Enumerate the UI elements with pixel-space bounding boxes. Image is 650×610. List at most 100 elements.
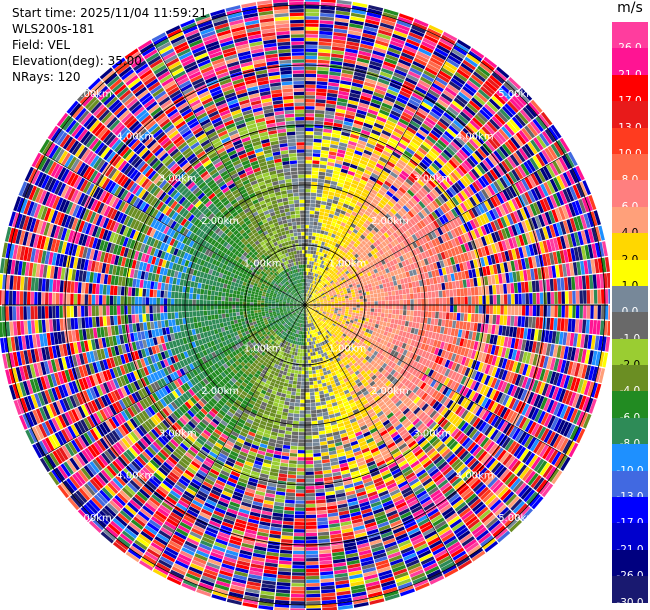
velocity-gate xyxy=(386,190,394,198)
velocity-gate xyxy=(364,243,370,249)
velocity-gate xyxy=(358,316,363,320)
velocity-gate xyxy=(475,406,484,417)
velocity-gate xyxy=(608,305,610,320)
velocity-gate xyxy=(366,263,371,269)
velocity-gate xyxy=(401,153,411,161)
velocity-gate xyxy=(323,473,333,478)
velocity-gate xyxy=(368,275,373,280)
velocity-gate xyxy=(327,158,336,163)
velocity-gate xyxy=(346,147,355,153)
velocity-gate xyxy=(397,16,413,25)
velocity-gate xyxy=(597,258,603,273)
velocity-gate xyxy=(485,441,495,452)
velocity-gate xyxy=(434,347,440,356)
velocity-gate xyxy=(373,122,384,130)
velocity-gate xyxy=(490,221,497,232)
velocity-gate xyxy=(460,130,471,141)
velocity-gate xyxy=(573,216,581,231)
velocity-gate xyxy=(305,196,311,200)
velocity-gate xyxy=(314,467,323,472)
velocity-gate xyxy=(337,149,346,155)
velocity-gate xyxy=(408,250,415,258)
velocity-gate xyxy=(539,228,546,241)
velocity-gate xyxy=(397,142,407,150)
velocity-gate xyxy=(334,298,338,301)
velocity-gate xyxy=(368,318,373,323)
velocity-gate xyxy=(338,175,346,181)
velocity-gate xyxy=(552,223,560,237)
velocity-gate xyxy=(333,122,343,128)
velocity-gate xyxy=(364,254,370,260)
velocity-gate xyxy=(309,287,312,291)
velocity-gate xyxy=(424,272,429,279)
velocity-gate xyxy=(429,277,434,285)
velocity-gate xyxy=(563,406,572,420)
velocity-gate xyxy=(484,364,491,375)
velocity-gate xyxy=(394,100,406,108)
velocity-gate xyxy=(424,351,431,359)
velocity-gate xyxy=(314,211,320,215)
velocity-gate xyxy=(325,429,333,434)
velocity-gate xyxy=(487,365,495,376)
velocity-gate xyxy=(324,285,328,289)
velocity-gate xyxy=(512,271,517,283)
velocity-gate xyxy=(520,487,533,500)
velocity-gate xyxy=(308,232,313,236)
velocity-gate xyxy=(412,386,420,394)
velocity-gate xyxy=(429,222,437,231)
velocity-gate xyxy=(565,291,569,304)
velocity-gate xyxy=(343,337,348,342)
velocity-gate xyxy=(549,224,556,238)
velocity-gate xyxy=(471,392,479,402)
velocity-gate xyxy=(480,225,487,236)
velocity-gate xyxy=(370,294,374,298)
velocity-gate xyxy=(585,319,590,334)
velocity-gate xyxy=(308,367,312,371)
velocity-gate xyxy=(305,127,314,132)
velocity-gate xyxy=(528,256,534,269)
velocity-gate xyxy=(309,306,313,309)
velocity-gate xyxy=(315,485,325,490)
velocity-gate xyxy=(305,12,320,17)
velocity-gate xyxy=(349,302,353,305)
velocity-gate xyxy=(571,276,576,290)
velocity-gate xyxy=(408,257,414,265)
velocity-gate xyxy=(387,116,398,124)
velocity-gate xyxy=(330,310,334,313)
velocity-gate xyxy=(356,299,360,303)
velocity-gate xyxy=(415,355,421,363)
velocity-gate xyxy=(545,225,553,239)
velocity-gate xyxy=(305,300,307,304)
velocity-gate xyxy=(399,299,403,305)
velocity-gate xyxy=(372,319,377,324)
velocity-gate xyxy=(445,335,451,343)
velocity-gate xyxy=(541,149,552,163)
velocity-gate xyxy=(508,272,514,283)
velocity-gate xyxy=(329,147,338,153)
velocity-gate xyxy=(465,173,475,183)
velocity-gate xyxy=(413,18,429,28)
velocity-gate xyxy=(361,192,368,198)
velocity-gate xyxy=(480,202,489,213)
velocity-gate xyxy=(496,466,508,479)
velocity-gate xyxy=(333,32,347,37)
velocity-gate xyxy=(542,197,551,211)
velocity-gate xyxy=(460,253,466,263)
velocity-gate xyxy=(546,356,553,370)
velocity-gate xyxy=(379,109,390,117)
velocity-gate xyxy=(445,161,455,172)
velocity-gate xyxy=(344,254,349,259)
velocity-gate xyxy=(311,410,317,414)
velocity-gate xyxy=(403,150,413,158)
velocity-gate xyxy=(463,313,468,322)
velocity-gate xyxy=(351,245,356,251)
velocity-gate xyxy=(455,337,461,346)
velocity-gate xyxy=(305,19,319,24)
velocity-gate xyxy=(376,276,381,281)
velocity-gate xyxy=(310,399,316,403)
velocity-gate xyxy=(372,149,382,157)
velocity-gate xyxy=(305,163,312,168)
velocity-gate xyxy=(403,167,412,175)
velocity-gate xyxy=(518,234,525,246)
velocity-gate xyxy=(422,384,430,392)
